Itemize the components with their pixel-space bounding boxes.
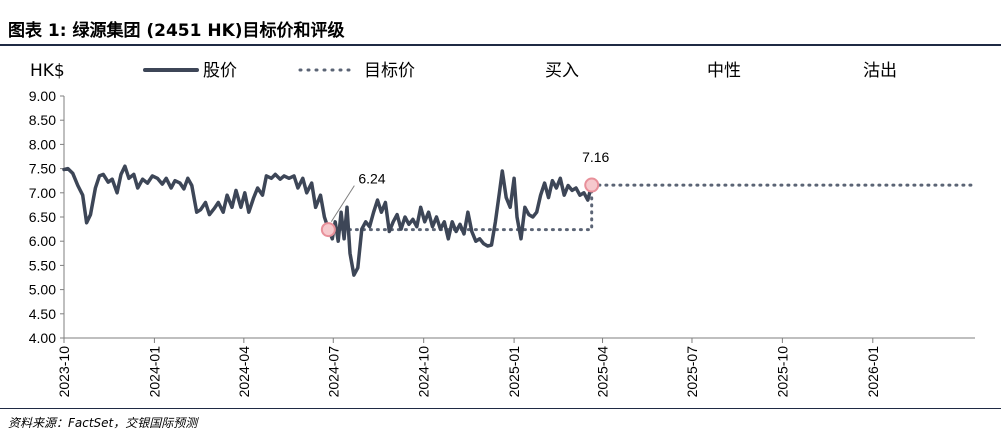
y-tick-label: 6.00 <box>29 233 56 249</box>
x-tick-label: 2024-01 <box>146 346 162 398</box>
annotation-marker <box>584 177 600 193</box>
x-tick-label: 2025-07 <box>684 346 700 398</box>
axes: 9.00 8.50 8.00 7.50 7.00 6.50 6.00 5.50 5.00 4.50… <box>29 88 975 397</box>
x-tick-label: 2025-04 <box>595 346 611 398</box>
x-tick-label: 2026-01 <box>865 346 881 398</box>
source-note: 资料来源：FactSet，交银国际预测 <box>8 416 198 430</box>
x-tick-label: 2023-10 <box>56 346 72 398</box>
annotation-label: 7.16 <box>582 149 609 165</box>
y-tick-label: 8.50 <box>29 112 56 128</box>
x-tick-label: 2024-04 <box>236 346 252 398</box>
y-tick-label: 5.50 <box>29 257 56 273</box>
footer-rule <box>0 408 1001 409</box>
legend-label: 买入 <box>545 61 579 81</box>
annotations: 6.24 7.16 <box>320 149 610 238</box>
x-tick-label: 2024-10 <box>416 346 432 398</box>
unit-label: HK$ <box>30 61 65 81</box>
y-tick-label: 4.00 <box>29 330 56 346</box>
x-tick-label: 2025-01 <box>506 346 522 398</box>
series <box>62 164 977 277</box>
y-tick-label: 8.00 <box>29 136 56 152</box>
legend-label: 中性 <box>707 61 741 81</box>
y-tick-label: 9.00 <box>29 88 56 104</box>
y-tick-label: 5.00 <box>29 282 56 298</box>
legend-label: 目标价 <box>364 61 415 81</box>
y-tick-label: 7.00 <box>29 185 56 201</box>
y-tick-label: 6.50 <box>29 209 56 225</box>
annotation-label: 6.24 <box>358 171 385 187</box>
y-tick-label: 4.50 <box>29 306 56 322</box>
legend-label: 沽出 <box>863 61 897 81</box>
stock-price-line <box>62 164 594 277</box>
annotation-marker <box>320 222 336 238</box>
x-tick-label: 2025-10 <box>774 346 790 398</box>
page-title: 图表 1: 绿源集团 (2451 HK)目标价和评级 <box>8 21 345 41</box>
annotation-leader <box>330 185 355 222</box>
x-tick-label: 2024-07 <box>325 346 341 398</box>
legend-label: 股价 <box>203 61 237 81</box>
title-rule <box>0 44 1001 46</box>
y-tick-label: 7.50 <box>29 161 56 177</box>
legend: HK$ 股价 目标价 买入 中性 沽出 <box>30 61 897 81</box>
target-price-line <box>326 183 977 232</box>
